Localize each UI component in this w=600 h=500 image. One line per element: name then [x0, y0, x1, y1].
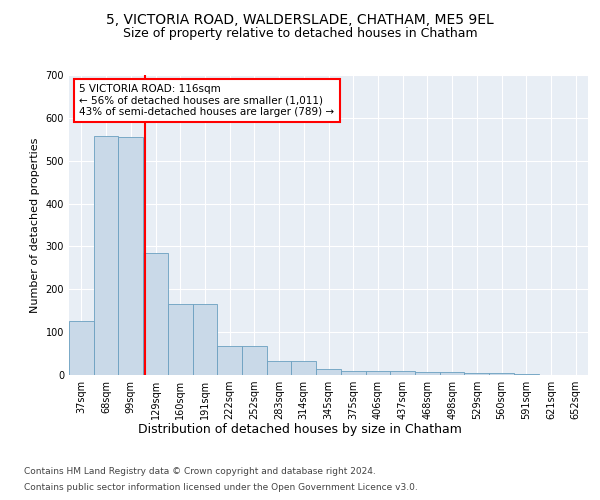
Bar [267, 362, 292, 375]
Text: 5, VICTORIA ROAD, WALDERSLADE, CHATHAM, ME5 9EL: 5, VICTORIA ROAD, WALDERSLADE, CHATHAM, … [106, 12, 494, 26]
Bar [440, 372, 464, 375]
Bar [292, 362, 316, 375]
Text: Contains public sector information licensed under the Open Government Licence v3: Contains public sector information licen… [24, 482, 418, 492]
Bar [94, 136, 118, 375]
Bar [143, 253, 168, 375]
Bar [390, 370, 415, 375]
Bar [464, 373, 489, 375]
Text: 5 VICTORIA ROAD: 116sqm
← 56% of detached houses are smaller (1,011)
43% of semi: 5 VICTORIA ROAD: 116sqm ← 56% of detache… [79, 84, 335, 117]
Bar [217, 346, 242, 375]
Bar [168, 304, 193, 375]
Text: Size of property relative to detached houses in Chatham: Size of property relative to detached ho… [122, 28, 478, 40]
Bar [489, 373, 514, 375]
Bar [193, 304, 217, 375]
Bar [242, 346, 267, 375]
Bar [118, 137, 143, 375]
Bar [365, 370, 390, 375]
Bar [316, 368, 341, 375]
Bar [514, 374, 539, 375]
Text: Contains HM Land Registry data © Crown copyright and database right 2024.: Contains HM Land Registry data © Crown c… [24, 468, 376, 476]
Bar [341, 370, 365, 375]
Bar [415, 372, 440, 375]
Y-axis label: Number of detached properties: Number of detached properties [30, 138, 40, 312]
Text: Distribution of detached houses by size in Chatham: Distribution of detached houses by size … [138, 422, 462, 436]
Bar [69, 320, 94, 375]
